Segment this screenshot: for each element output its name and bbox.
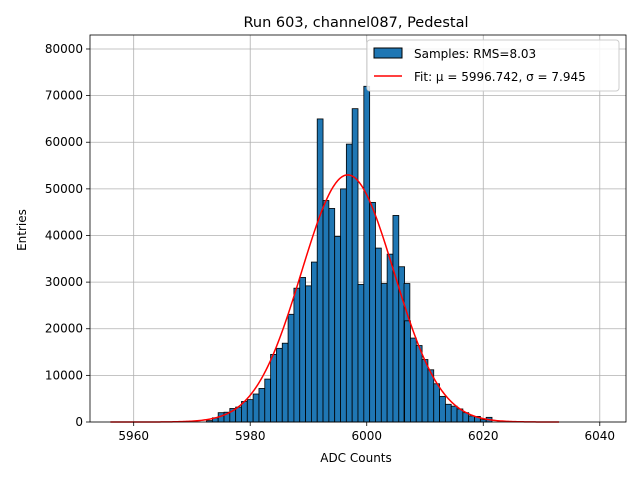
histogram-bar [252, 393, 260, 423]
histogram-bar [433, 383, 440, 423]
fit-curve [110, 174, 559, 423]
histogram-bar [369, 201, 376, 423]
x-tick-label: 6000 [351, 429, 382, 443]
histogram-bar [305, 285, 312, 423]
histogram-bar [450, 405, 458, 423]
plot-frame [89, 34, 627, 423]
histogram-bar [340, 188, 347, 423]
x-tick-label: 5960 [118, 429, 149, 443]
y-tick-label: 0 [75, 415, 83, 429]
histogram-bar [264, 378, 272, 423]
y-axis-label: Entries [15, 209, 29, 251]
histogram-bar [276, 347, 283, 423]
legend-swatch-samples [373, 47, 403, 59]
histogram-bar [334, 236, 341, 423]
histogram-bar [444, 403, 452, 423]
histogram-bar [328, 208, 336, 423]
y-axis-ticks: 0 10000 20000 30000 40000 50000 60000 70000 8000… [45, 42, 90, 429]
x-tick-label: 6040 [585, 429, 616, 443]
y-tick-label: 80000 [45, 42, 83, 56]
y-tick-label: 40000 [45, 228, 83, 242]
histogram-bar [410, 337, 417, 423]
x-tick-label: 5980 [235, 429, 266, 443]
histogram-bar [287, 313, 295, 423]
y-tick-label: 60000 [45, 135, 83, 149]
histogram-bar [421, 359, 429, 423]
histogram-bar [386, 253, 394, 423]
y-tick-label: 70000 [45, 89, 83, 103]
histogram-bar [322, 200, 330, 423]
histogram-bar [316, 118, 324, 423]
histogram-bar [380, 283, 388, 423]
histogram-bar [246, 399, 254, 423]
histogram-bar [270, 353, 277, 423]
legend-box [366, 39, 620, 92]
histogram-bar [299, 277, 306, 423]
x-axis-label: ADC Counts [320, 451, 392, 465]
y-tick-label: 50000 [45, 182, 83, 196]
legend-label-fit: Fit: μ = 5996.742, σ = 7.945 [414, 70, 586, 84]
x-tick-label: 6020 [468, 429, 499, 443]
legend-label-samples: Samples: RMS=8.03 [414, 47, 536, 61]
histogram-bar [258, 388, 266, 423]
y-tick-label: 30000 [45, 275, 83, 289]
y-tick-label: 20000 [45, 322, 83, 336]
histogram-bar [392, 215, 400, 423]
histogram-bar [281, 342, 289, 423]
histogram-bar [235, 406, 242, 423]
histogram-bar [310, 261, 318, 423]
histogram-bar [345, 143, 353, 423]
histogram-bar [241, 401, 248, 423]
legend: Samples: RMS=8.03 Fit: μ = 5996.742, σ =… [366, 39, 620, 92]
histogram-bar [293, 287, 301, 423]
chart-title: Run 603, channel087, Pedestal [243, 15, 468, 31]
histogram-bar [439, 395, 446, 423]
histogram-bar [363, 85, 371, 423]
histogram-bar [468, 415, 475, 423]
y-tick-label: 10000 [45, 368, 83, 382]
histogram-bar [404, 320, 411, 423]
histogram-bar [375, 247, 382, 423]
histogram-bar [357, 284, 365, 423]
histogram-bar [351, 108, 359, 423]
x-axis-ticks: 5960 5980 6000 6020 6040 [118, 422, 615, 443]
histogram-bar [415, 345, 423, 423]
